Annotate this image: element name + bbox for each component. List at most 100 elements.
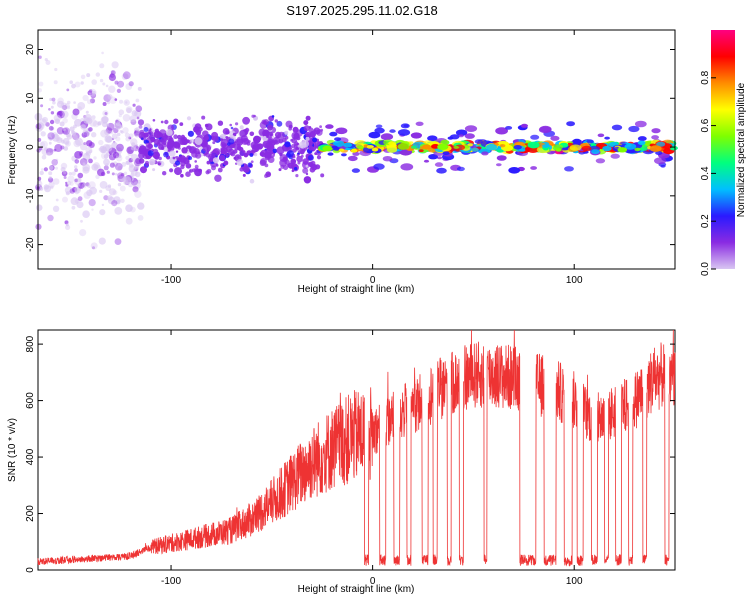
spectrogram-cell xyxy=(655,151,663,155)
spectrogram-cell xyxy=(74,178,78,183)
spectrogram-cell xyxy=(128,81,134,87)
spectrogram-cell xyxy=(496,155,507,161)
spectrogram-cell xyxy=(194,160,197,163)
spectrogram-cell xyxy=(124,132,130,138)
spectrogram-cell xyxy=(201,115,206,120)
spectrogram-cell xyxy=(242,116,251,125)
spectrogram-cell xyxy=(107,184,112,188)
spectrogram-cell xyxy=(125,155,130,161)
snr-ytick-label: 0 xyxy=(25,567,36,573)
spectrogram-cell xyxy=(284,141,291,148)
spectrogram-cell xyxy=(101,203,105,207)
spectrogram-cell xyxy=(211,137,215,141)
spectrogram-cell xyxy=(194,164,199,169)
colorbar-label: Normalized spectral amplitude xyxy=(736,82,747,217)
spectrogram-cell xyxy=(181,147,188,154)
spectrogram-cell xyxy=(86,73,91,78)
spectrogram-cell xyxy=(119,99,124,104)
spectrogram-cell xyxy=(436,156,443,160)
spectrogram-cell xyxy=(114,172,118,176)
spectrogram-cell xyxy=(91,132,97,138)
spectrogram-cell xyxy=(50,105,54,109)
spectrogram-cell xyxy=(464,133,475,139)
spectrogram-cell xyxy=(87,99,92,105)
spectrogram-cell xyxy=(264,133,268,137)
spectrogram-cell xyxy=(427,147,437,153)
spectrogram-cell xyxy=(49,185,54,190)
spectrogram-cell xyxy=(564,166,574,172)
spectrogram-cell xyxy=(40,104,44,108)
spectrogram-cell xyxy=(132,103,136,107)
spectrogram-cell xyxy=(77,172,84,179)
spectrogram-cell xyxy=(125,204,133,212)
spectrogram-cell xyxy=(380,133,394,141)
spectrogram-cell xyxy=(299,150,305,155)
spectrogram-cell xyxy=(60,166,66,172)
spectrogram-cell xyxy=(530,166,537,170)
spectrogram-cell xyxy=(415,121,424,127)
spectrogram-cell xyxy=(253,135,261,144)
spectrogram-cells xyxy=(34,51,678,250)
spectrogram-cell xyxy=(55,166,58,170)
spectrogram-cell xyxy=(64,103,71,109)
spectrogram-cell xyxy=(139,145,146,152)
spectrogram-cell xyxy=(319,125,322,129)
spectrogram-cell xyxy=(141,137,144,140)
spectrogram-cell xyxy=(76,201,84,209)
colorbar-tick-label: 0.6 xyxy=(700,118,711,132)
spectrogram-cell xyxy=(471,147,479,152)
spectrogram-cell xyxy=(40,131,46,137)
spectrogram-cell xyxy=(165,129,173,136)
spectrogram-cell xyxy=(35,124,43,132)
spectrogram-cell xyxy=(112,151,120,159)
spectrogram-cell xyxy=(309,131,317,138)
spectrogram-cell xyxy=(303,120,309,126)
spectrogram-cell xyxy=(386,146,398,153)
spectrogram-cell xyxy=(293,132,300,139)
spectrogram-cell xyxy=(495,127,508,135)
spectrogram-ytick-label: 0 xyxy=(25,144,36,150)
spectrogram-cell xyxy=(190,138,195,143)
spectrogram-cell xyxy=(81,183,87,189)
spectrogram-cell xyxy=(651,135,659,140)
spectrogram-cell xyxy=(101,152,109,160)
spectrogram-cell xyxy=(300,154,304,158)
spectrogram-cell xyxy=(72,134,78,140)
spectrogram-cell xyxy=(47,214,54,222)
spectrogram-cell xyxy=(85,182,90,187)
spectrogram-cell xyxy=(604,136,610,140)
spectrogram-cell xyxy=(74,168,78,173)
spectrogram-cell xyxy=(102,110,109,117)
spectrogram-cell xyxy=(49,97,53,102)
snr-xtick-label: 0 xyxy=(370,576,376,587)
spectrogram-cell xyxy=(82,94,89,102)
spectrogram-cell xyxy=(38,55,42,59)
spectrogram-cell xyxy=(651,128,661,134)
spectrogram-cell xyxy=(52,100,56,105)
spectrogram-cell xyxy=(239,125,244,130)
spectrogram-cell xyxy=(203,141,207,145)
spectrogram-cell xyxy=(132,186,139,193)
spectrogram-cell xyxy=(276,146,285,155)
spectrogram-cell xyxy=(111,172,115,176)
spectrogram-cell xyxy=(194,167,199,172)
spectrogram-cell xyxy=(89,98,96,104)
spectrogram-cell xyxy=(187,160,190,164)
spectrogram-cell xyxy=(187,130,194,137)
spectrogram-cell xyxy=(145,160,149,165)
spectrogram-cell xyxy=(125,106,133,113)
spectrogram-cell xyxy=(69,181,74,186)
spectrogram-cell xyxy=(164,119,169,125)
spectrogram-cell xyxy=(168,137,174,143)
spectrogram-cell xyxy=(97,121,103,126)
spectrogram-cell xyxy=(366,145,374,149)
spectrogram-cell xyxy=(114,162,123,171)
spectrogram-cell xyxy=(54,144,63,152)
spectrogram-cell xyxy=(125,160,130,165)
spectrogram-cell xyxy=(308,127,314,133)
spectrogram-cell xyxy=(239,129,248,138)
spectrogram-cell xyxy=(188,156,193,161)
spectrogram-frame xyxy=(37,29,676,270)
colorbar-ticks: 0.0 0.2 0.4 0.6 0.8 xyxy=(700,70,716,276)
